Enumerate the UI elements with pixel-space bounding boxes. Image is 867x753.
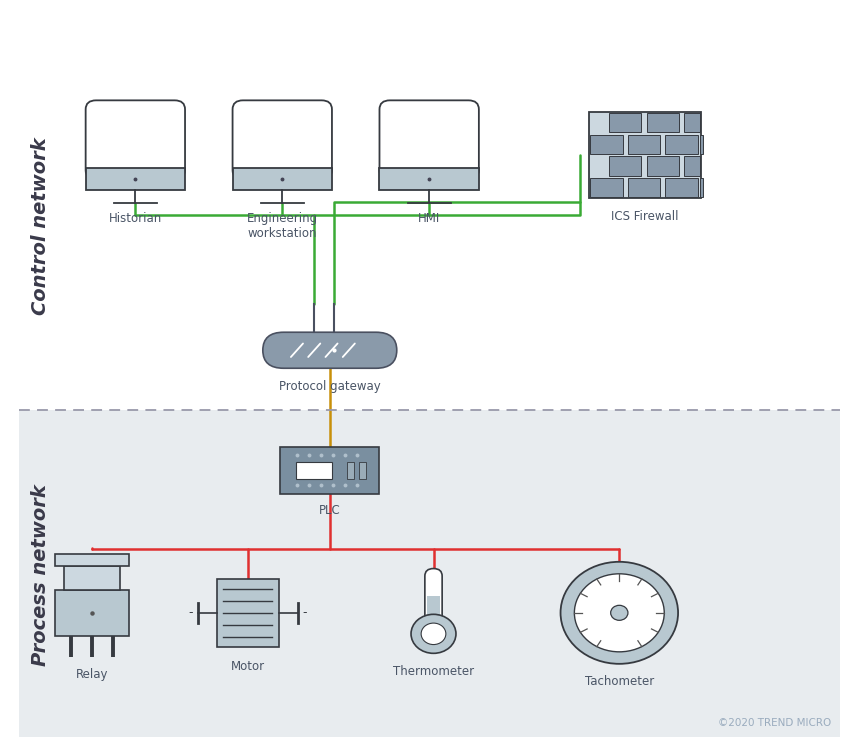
FancyBboxPatch shape	[610, 157, 642, 175]
FancyBboxPatch shape	[590, 178, 623, 197]
FancyBboxPatch shape	[86, 100, 185, 179]
Circle shape	[574, 574, 664, 652]
Text: Historian: Historian	[108, 212, 162, 225]
FancyBboxPatch shape	[19, 410, 839, 736]
FancyBboxPatch shape	[380, 169, 479, 190]
Text: Motor: Motor	[231, 660, 264, 673]
Text: HMI: HMI	[418, 212, 440, 225]
Text: Process network: Process network	[31, 484, 49, 666]
Text: Engineering
workstation: Engineering workstation	[247, 212, 318, 240]
FancyBboxPatch shape	[280, 447, 380, 493]
FancyBboxPatch shape	[647, 157, 679, 175]
FancyBboxPatch shape	[55, 590, 129, 636]
Circle shape	[411, 614, 456, 654]
FancyBboxPatch shape	[589, 112, 701, 198]
FancyBboxPatch shape	[263, 332, 397, 368]
Circle shape	[610, 605, 628, 620]
FancyBboxPatch shape	[684, 157, 701, 175]
Circle shape	[561, 562, 678, 664]
FancyBboxPatch shape	[297, 462, 332, 478]
FancyBboxPatch shape	[701, 135, 703, 154]
FancyBboxPatch shape	[684, 113, 701, 133]
FancyBboxPatch shape	[647, 113, 679, 133]
FancyBboxPatch shape	[628, 135, 660, 154]
FancyBboxPatch shape	[380, 100, 479, 179]
Text: Relay: Relay	[76, 668, 108, 681]
FancyBboxPatch shape	[628, 178, 660, 197]
FancyBboxPatch shape	[86, 169, 185, 190]
Text: Thermometer: Thermometer	[393, 665, 474, 678]
FancyBboxPatch shape	[359, 462, 366, 478]
FancyBboxPatch shape	[232, 169, 332, 190]
FancyBboxPatch shape	[55, 554, 129, 566]
Text: -: -	[188, 606, 192, 619]
FancyBboxPatch shape	[665, 178, 698, 197]
FancyBboxPatch shape	[425, 569, 442, 630]
FancyBboxPatch shape	[427, 596, 440, 630]
FancyBboxPatch shape	[665, 135, 698, 154]
Text: ©2020 TREND MICRO: ©2020 TREND MICRO	[718, 718, 831, 727]
FancyBboxPatch shape	[590, 135, 623, 154]
Text: -: -	[303, 606, 307, 619]
Text: Protocol gateway: Protocol gateway	[279, 380, 381, 392]
FancyBboxPatch shape	[701, 178, 703, 197]
FancyBboxPatch shape	[217, 579, 279, 647]
Text: Tachometer: Tachometer	[584, 675, 654, 688]
FancyBboxPatch shape	[610, 113, 642, 133]
Text: Control network: Control network	[31, 138, 49, 316]
FancyBboxPatch shape	[347, 462, 354, 478]
Text: PLC: PLC	[319, 504, 341, 517]
FancyBboxPatch shape	[64, 566, 121, 590]
Circle shape	[421, 623, 446, 645]
Text: ICS Firewall: ICS Firewall	[611, 209, 679, 223]
FancyBboxPatch shape	[232, 100, 332, 179]
